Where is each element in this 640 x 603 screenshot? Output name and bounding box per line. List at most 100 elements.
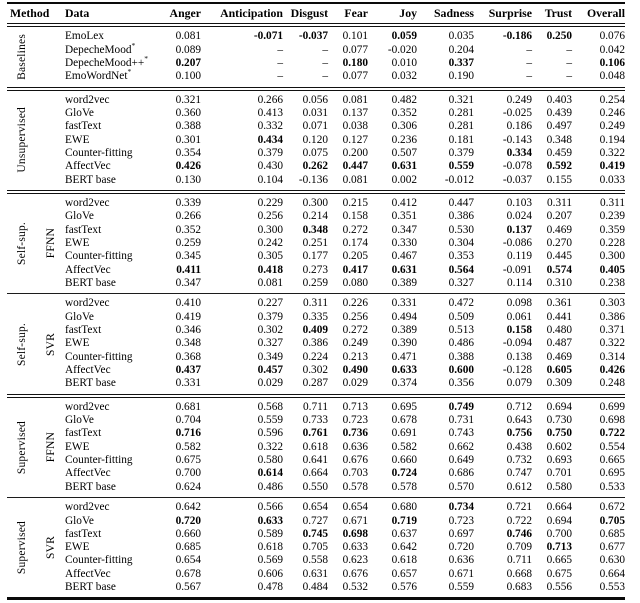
value-cell: 0.186 [506, 120, 532, 133]
data-cell: BERT base [65, 276, 116, 289]
value-cell: 0.071 [302, 120, 328, 133]
value-cell: 0.556 [546, 581, 572, 593]
data-cell: Counter-fitting [65, 350, 133, 363]
value-cell: 0.720 [448, 541, 474, 554]
value-cell: 0.704 [175, 414, 201, 427]
value-cell: 0.119 [507, 250, 532, 263]
value-cell: 0.207 [175, 56, 201, 69]
value-cell: 0.559 [448, 160, 474, 173]
value-cell: 0.484 [302, 581, 328, 593]
value-cell: 0.229 [257, 197, 283, 210]
table-row: EWE 0.259 0.242 0.251 0.174 0.330 0.304 -0.086 0… [65, 237, 625, 250]
value-cell: 0.486 [257, 480, 283, 493]
value-cell: 0.215 [342, 197, 368, 210]
value-cell: 0.731 [448, 414, 474, 427]
value-cell: 0.138 [506, 350, 532, 363]
value-cell: 0.570 [448, 480, 474, 493]
value-cell: – [526, 43, 532, 56]
value-cell: 0.236 [391, 133, 417, 146]
value-cell: 0.664 [546, 501, 572, 514]
value-cell: 0.077 [342, 43, 368, 56]
column-header-sadness: Sadness [434, 6, 474, 21]
value-cell: 0.411 [176, 263, 201, 276]
table-row: AffectVec 0.426 0.430 0.262 0.447 0.631 0.559 -… [65, 160, 625, 173]
value-cell: 0.158 [506, 324, 532, 337]
value-cell: 0.127 [342, 133, 368, 146]
value-cell: 0.558 [302, 554, 328, 567]
value-cell: 0.733 [302, 414, 328, 427]
data-cell: EWE [65, 133, 90, 146]
value-cell: 0.321 [175, 93, 201, 106]
value-cell: 0.643 [506, 414, 532, 427]
data-cell: EWE [65, 236, 90, 249]
table-row: Counter-fitting 0.675 0.580 0.641 0.676 0.660… [65, 454, 625, 467]
value-cell: 0.010 [391, 56, 417, 69]
value-cell: 0.379 [448, 146, 474, 159]
value-cell: 0.705 [302, 541, 328, 554]
method-sublabel: SVR [44, 332, 57, 356]
footnote-marker: * [144, 54, 148, 64]
value-cell: 0.719 [391, 514, 417, 527]
value-cell: -0.086 [502, 236, 532, 249]
value-cell: 0.713 [546, 541, 572, 554]
value-cell: 0.426 [599, 363, 625, 376]
value-cell: 0.207 [546, 210, 572, 223]
value-cell: 0.727 [302, 514, 328, 527]
data-cell: EWE [65, 541, 90, 554]
value-cell: 0.075 [302, 146, 328, 159]
table-row: BERT base 0.130 0.104 -0.136 0.081 0.002 -0.01… [65, 174, 625, 187]
value-cell: 0.337 [448, 56, 474, 69]
value-cell: -0.143 [502, 133, 532, 146]
value-cell: 0.665 [546, 554, 572, 567]
value-cell: 0.386 [448, 210, 474, 223]
value-cell: 0.076 [599, 30, 625, 43]
value-cell: 0.273 [302, 263, 328, 276]
value-cell: 0.749 [448, 400, 474, 413]
table-row: EmoLex 0.081 -0.071 -0.037 0.101 0.059 0.035 -0… [65, 30, 625, 43]
section-rows: word2vec 0.642 0.566 0.654 0.654 0.680 0.734 0.… [65, 501, 625, 594]
method-label: Baselines [15, 34, 28, 80]
value-cell: 0.445 [546, 250, 572, 263]
value-cell: 0.256 [342, 310, 368, 323]
value-cell: 0.120 [302, 133, 328, 146]
value-cell: 0.745 [302, 527, 328, 540]
value-cell: 0.100 [175, 70, 201, 83]
value-cell: 0.368 [175, 350, 201, 363]
table-row: EmoWordNet* 0.100 – – 0.077 0.032 0.190 – – 0.048 [65, 68, 625, 83]
value-cell: 0.389 [391, 276, 417, 289]
value-cell: 0.497 [546, 120, 572, 133]
value-cell: 0.705 [599, 514, 625, 527]
value-cell: 0.024 [506, 210, 532, 223]
value-cell: 0.756 [506, 427, 532, 440]
value-cell: 0.618 [302, 440, 328, 453]
value-cell: 0.314 [599, 350, 625, 363]
value-cell: 0.637 [391, 527, 417, 540]
value-cell: 0.249 [599, 120, 625, 133]
table-row: EWE 0.301 0.434 0.120 0.127 0.236 0.181 -0.143 0… [65, 134, 625, 147]
value-cell: 0.348 [302, 223, 328, 236]
table-row: fastText 0.660 0.589 0.745 0.698 0.637 0.697 0.… [65, 528, 625, 541]
header-row: Method Data Anger Anticipation Disgust Fear J… [7, 4, 625, 23]
value-cell: 0.272 [342, 223, 368, 236]
data-cell: AffectVec [65, 567, 111, 580]
value-cell: 0.711 [303, 400, 328, 413]
data-cell: EWE [65, 440, 90, 453]
column-header-data: Data [65, 6, 90, 21]
value-cell: 0.204 [448, 43, 474, 56]
table-row: GloVe 0.360 0.413 0.031 0.137 0.352 0.281 -0.02… [65, 107, 625, 120]
value-cell: 0.553 [599, 581, 625, 593]
value-cell: 0.743 [448, 427, 474, 440]
value-cell: 0.612 [506, 480, 532, 493]
value-cell: 0.270 [546, 236, 572, 249]
column-header-method: Method [10, 6, 50, 21]
value-cell: 0.559 [257, 414, 283, 427]
value-cell: 0.332 [257, 120, 283, 133]
value-cell: 0.618 [391, 554, 417, 567]
value-cell: 0.181 [448, 133, 474, 146]
data-cell: AffectVec [65, 263, 111, 276]
value-cell: 0.472 [448, 297, 474, 310]
section-selfsup-ffnn: Self-sup. FFNN word2vec 0.339 0.229 0.300 0.… [7, 194, 626, 293]
value-cell: 0.564 [448, 263, 474, 276]
value-cell: 0.335 [302, 310, 328, 323]
table-row: fastText 0.716 0.596 0.761 0.736 0.691 0.743 0.… [65, 427, 625, 440]
